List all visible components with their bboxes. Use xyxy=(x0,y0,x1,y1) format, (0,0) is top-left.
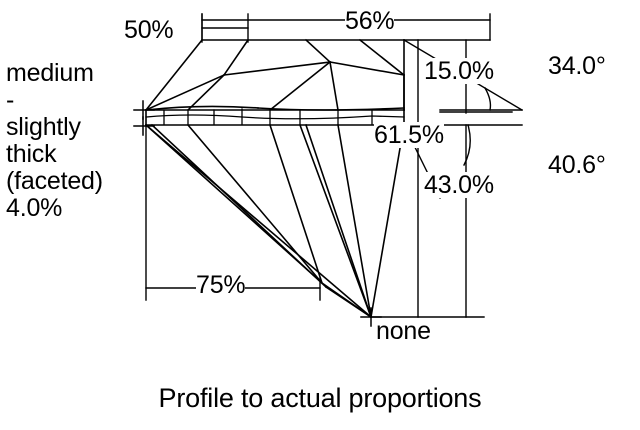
diagram-caption: Profile to actual proportions xyxy=(158,383,482,413)
culet-crosshair xyxy=(360,307,382,327)
star-length-label: 50% xyxy=(124,16,174,44)
girdle-bottom-crosshair xyxy=(133,116,155,136)
girdle-description-label: medium - slightly thick (faceted) 4.0% xyxy=(6,59,103,222)
crown-height-label: 15.0% xyxy=(424,57,494,85)
lower-half-length-label: 75% xyxy=(196,271,246,299)
star-length-dimension xyxy=(201,13,249,43)
pavilion-angle-label: 40.6° xyxy=(548,151,606,179)
pavilion-depth-label: 43.0% xyxy=(424,171,494,199)
diamond-outline xyxy=(144,38,405,319)
crown-angle-label: 34.0° xyxy=(548,52,606,80)
culet-label: none xyxy=(376,317,431,345)
pavilion-facets xyxy=(144,123,373,319)
total-depth-label: 61.5% xyxy=(374,121,444,149)
crown-facets xyxy=(144,38,406,112)
girdle-top-crosshair xyxy=(133,100,155,120)
table-percent-label: 56% xyxy=(345,7,395,35)
girdle-facets xyxy=(145,108,405,125)
